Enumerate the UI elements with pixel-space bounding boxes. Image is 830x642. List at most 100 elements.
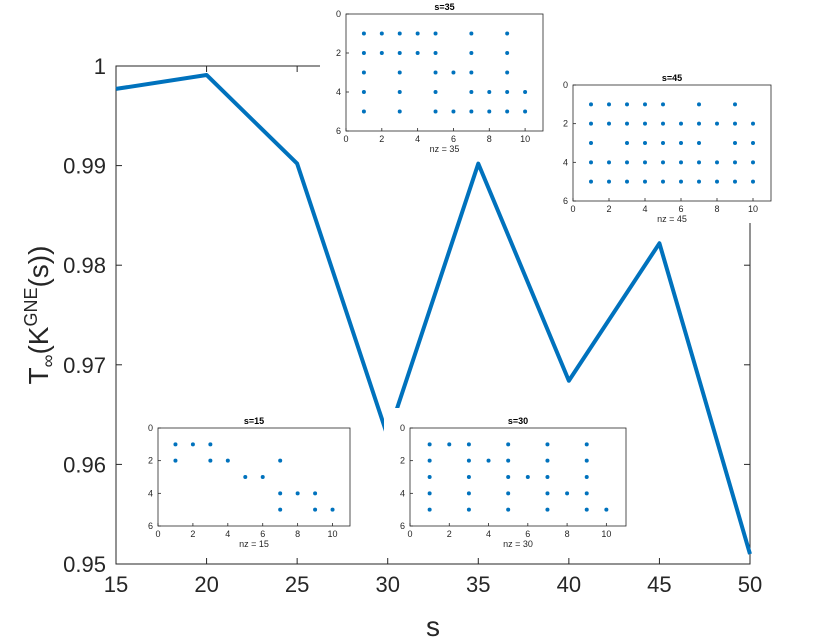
series-line (115, 72, 752, 555)
y-tick-label: 0.97 (63, 353, 106, 378)
inset-s=15: 0 2 4 6 8 10 0 2 4 6 s=15 nz = 15 (132, 408, 362, 549)
inset-point (733, 102, 737, 107)
inset-title: s=45 (662, 73, 682, 83)
inset-title: s=35 (434, 2, 454, 12)
inset-x-tick-label: 2 (190, 529, 195, 539)
inset-point (469, 109, 474, 114)
inset-point (173, 458, 178, 463)
y-label-main: T (23, 367, 54, 384)
inset-y-tick-label: 6 (400, 521, 405, 531)
inset-y-tick-label: 4 (400, 488, 405, 498)
inset-point (469, 31, 474, 36)
inset-y-tick-label: 4 (563, 157, 568, 167)
inset-plot-area (345, 13, 544, 132)
inset-point (505, 51, 510, 55)
inset-x-tick-label: 6 (260, 529, 265, 539)
inset-y-tick-label: 2 (400, 456, 405, 466)
inset-x-tick-label: 0 (570, 204, 575, 214)
inset-s=45: 0 2 4 6 8 10 0 2 4 6 s=45 nz = 45 (547, 65, 783, 224)
inset-x-tick-label: 10 (520, 134, 530, 144)
inset-point (607, 179, 611, 184)
inset-point (427, 507, 432, 512)
inset-plot-area (157, 427, 351, 527)
inset-point (733, 121, 737, 126)
inset-point (679, 121, 683, 126)
inset-point (433, 51, 438, 55)
inset-y-tick-label: 6 (336, 126, 341, 136)
inset-point (505, 90, 510, 94)
inset-point (433, 90, 438, 94)
inset-point (751, 179, 755, 184)
inset-y-tick-label: 6 (563, 196, 568, 206)
inset-point (565, 491, 570, 496)
inset-point (361, 70, 366, 75)
inset-x-tick-label: 6 (451, 134, 456, 144)
inset-point (451, 109, 456, 114)
inset-point (697, 102, 701, 107)
inset-point (173, 442, 178, 447)
inset-x-tick-label: 0 (343, 134, 348, 144)
inset-point (679, 179, 683, 184)
inset-point (625, 141, 629, 145)
x-tick-label: 30 (375, 572, 399, 597)
inset-xlabel: nz = 30 (503, 539, 533, 549)
inset-title: s=30 (508, 416, 528, 426)
inset-point (505, 31, 510, 36)
inset-x-tick-label: 6 (525, 529, 530, 539)
inset-point (643, 102, 647, 107)
inset-point (589, 102, 593, 107)
inset-x-tick-label: 2 (606, 204, 611, 214)
inset-point (697, 141, 701, 145)
inset-point (604, 507, 609, 512)
inset-point (625, 179, 629, 184)
inset-point (208, 442, 213, 447)
inset-y-tick-label: 0 (400, 423, 405, 433)
inset-point (243, 475, 248, 479)
inset-point (697, 121, 701, 126)
inset-point (751, 141, 755, 145)
inset-point (225, 458, 230, 463)
inset-point (584, 442, 589, 447)
inset-point (506, 507, 511, 512)
inset-point (361, 31, 366, 36)
inset-point (361, 109, 366, 114)
inset-point (661, 179, 665, 184)
y-tick-label: 0.99 (63, 154, 106, 179)
inset-point (451, 70, 456, 75)
inset-point (330, 507, 335, 512)
inset-point (584, 458, 589, 463)
inset-point (625, 160, 629, 165)
inset-point (679, 160, 683, 165)
inset-point (469, 51, 474, 55)
inset-point (397, 51, 402, 55)
inset-point (643, 121, 647, 126)
x-tick-label: 15 (104, 572, 128, 597)
inset-point (397, 31, 402, 36)
inset-x-tick-label: 4 (415, 134, 420, 144)
y-axis-label: T∞(KGNE(s)) (21, 246, 58, 385)
inset-point (523, 109, 528, 114)
inset-point (661, 102, 665, 107)
inset-point (625, 102, 629, 107)
inset-x-tick-label: 4 (486, 529, 491, 539)
inset-point (415, 31, 420, 36)
inset-point (469, 70, 474, 75)
inset-point (433, 109, 438, 114)
inset-point (525, 475, 530, 479)
inset-point (545, 475, 550, 479)
inset-point (733, 141, 737, 145)
inset-point (607, 102, 611, 107)
inset-point (584, 491, 589, 496)
inset-y-tick-label: 2 (563, 119, 568, 129)
inset-point (545, 507, 550, 512)
x-axis-label: s (426, 611, 440, 642)
inset-point (751, 121, 755, 126)
inset-point (208, 458, 213, 463)
inset-point (295, 491, 300, 496)
y-tick-label: 0.98 (63, 253, 106, 278)
inset-point (506, 458, 511, 463)
inset-point (505, 70, 510, 75)
inset-y-tick-label: 0 (336, 9, 341, 19)
inset-point (427, 442, 432, 447)
